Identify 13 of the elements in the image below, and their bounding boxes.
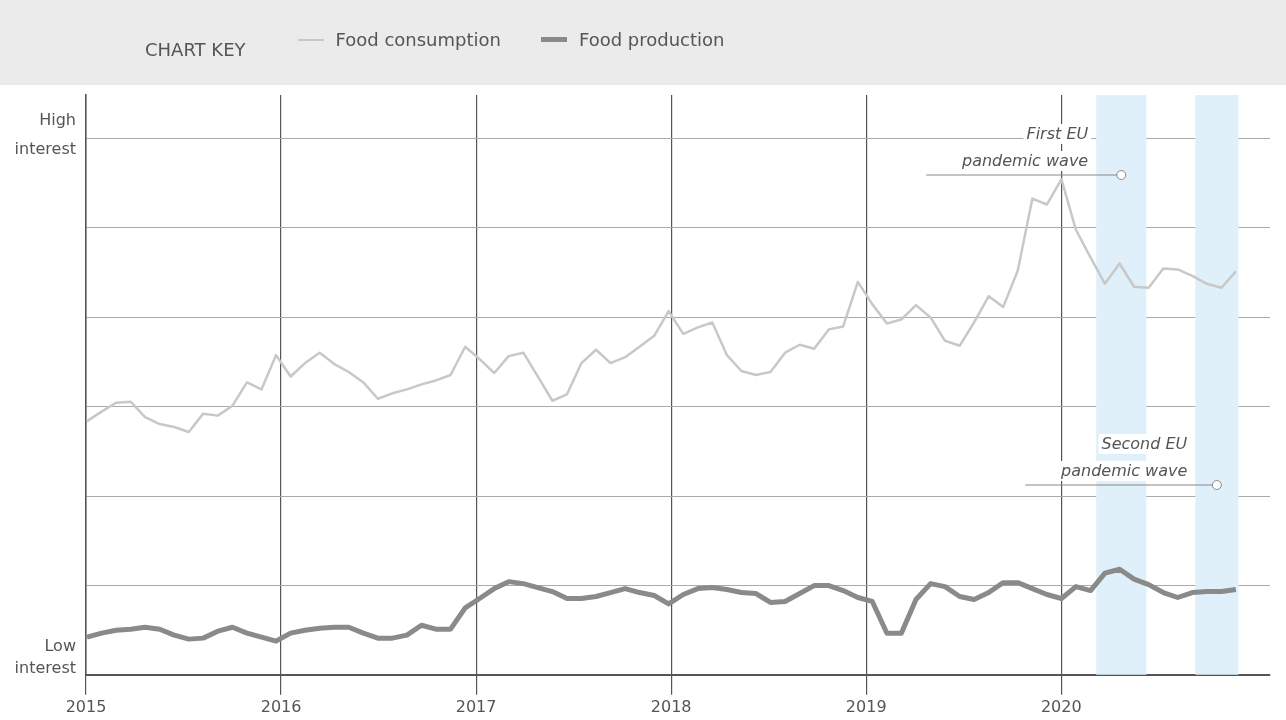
- x-tick-label: 2020: [1040, 696, 1082, 716]
- legend-label: Food production: [578, 29, 725, 50]
- text: High interest: [14, 109, 76, 158]
- x-tick-label: 2015: [65, 696, 107, 716]
- band-label: Second EU pandemic wave: [1060, 434, 1188, 480]
- x-tick-label: 2018: [650, 696, 692, 716]
- legend-title: CHART KEY: [145, 39, 246, 60]
- band-label: First EU pandemic wave: [960, 124, 1089, 170]
- x-tick-label: 2017: [455, 696, 497, 716]
- x-tick-label: 2016: [260, 696, 302, 716]
- x-tick-label: 2019: [845, 696, 887, 716]
- legend-label: Food consumption: [335, 29, 501, 50]
- text: Low interest: [14, 635, 76, 677]
